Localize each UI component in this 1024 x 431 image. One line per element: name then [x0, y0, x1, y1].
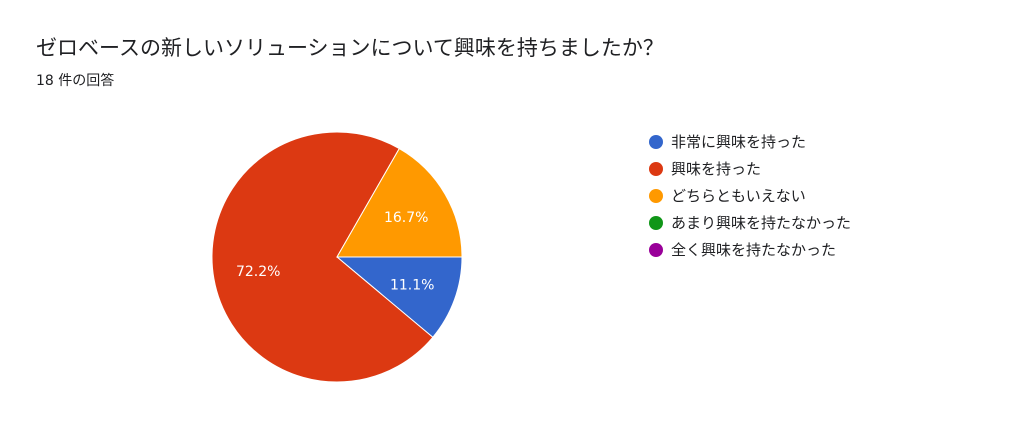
legend-item-4[interactable]: あまり興味を持たなかった	[649, 209, 851, 236]
legend-label: 非常に興味を持った	[671, 133, 807, 151]
pie-slices	[211, 131, 463, 383]
legend-item-2[interactable]: 興味を持った	[649, 155, 851, 182]
pie-slice-2[interactable]	[211, 131, 434, 383]
legend-item-3[interactable]: どちらともいえない	[649, 182, 851, 209]
response-count: 18 件の回答	[36, 73, 115, 89]
chart-legend: 非常に興味を持った 興味を持ったどちらともいえないあまり興味を持たなかった 全く興味…	[649, 128, 851, 263]
legend-swatch-icon	[649, 134, 663, 149]
legend-label: 興味を持った	[671, 160, 762, 178]
legend-swatch-icon	[649, 242, 663, 257]
slice-label-3: 16.7%	[384, 210, 428, 226]
legend-swatch-icon	[649, 215, 663, 230]
legend-label: どちらともいえない	[671, 187, 806, 205]
legend-swatch-icon	[649, 188, 663, 203]
pie-slice-labels: 11.1% 72.2% 16.7%	[236, 210, 434, 293]
slice-label-1: 11.1%	[390, 277, 434, 293]
legend-item-1[interactable]: 非常に興味を持った	[649, 128, 851, 155]
pie-slice-3[interactable]	[336, 147, 463, 258]
legend-item-5[interactable]: 全く興味を持たなかった	[649, 236, 851, 263]
question-title: ゼロベースの新しいソリューションについて興味を持ちましたか？	[36, 36, 664, 60]
legend-swatch-icon	[649, 161, 663, 176]
pie-slice-1[interactable]	[335, 256, 463, 338]
slice-label-2: 72.2%	[236, 264, 280, 280]
legend-label: あまり興味を持たなかった	[671, 214, 852, 232]
legend-label: 全く興味を持たなかった	[671, 241, 837, 259]
